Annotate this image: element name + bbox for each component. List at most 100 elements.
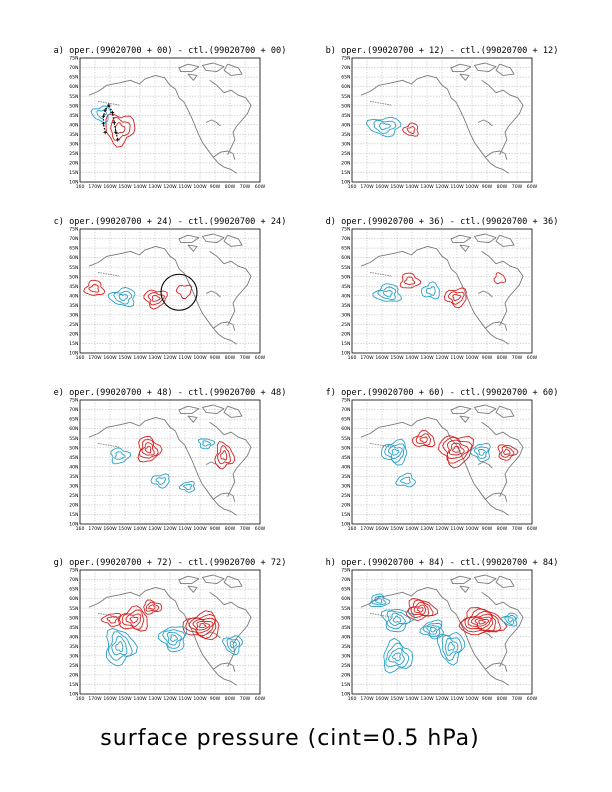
negative-contour — [150, 473, 170, 489]
lat-tick-label: 45N — [341, 625, 350, 631]
negative-contour — [378, 122, 391, 131]
coastline-gulf — [484, 662, 508, 672]
coastline-gulf — [484, 321, 508, 331]
lat-tick-label: 50N — [69, 274, 78, 280]
coastline-east — [209, 421, 252, 497]
negative-contour — [157, 626, 188, 653]
arctic-island — [459, 73, 470, 81]
lat-tick-label: 50N — [341, 274, 350, 280]
negative-contour — [372, 283, 402, 302]
lon-tick-label: 90W — [482, 696, 493, 702]
arctic-island — [459, 585, 470, 593]
negative-contour — [444, 637, 459, 656]
coastline-west — [360, 245, 509, 345]
lat-tick-label: 30N — [341, 483, 350, 489]
lat-tick-label: 70N — [341, 577, 350, 583]
lat-tick-label: 45N — [341, 284, 350, 290]
positive-contour — [401, 122, 419, 137]
lat-tick-label: 25N — [341, 322, 350, 328]
lat-tick-label: 50N — [341, 103, 350, 109]
positive-contour — [198, 623, 207, 629]
lon-tick-label: 140W — [133, 696, 147, 702]
lat-tick-label: 40N — [69, 122, 78, 128]
lat-tick-label: 40N — [69, 634, 78, 640]
coastline-east — [481, 591, 524, 667]
great-lakes — [477, 119, 493, 127]
negative-contour — [392, 615, 402, 623]
lat-tick-label: 75N — [341, 227, 350, 233]
lat-tick-label: 45N — [69, 455, 78, 461]
lat-tick-label: 70N — [69, 577, 78, 583]
lat-tick-label: 30N — [69, 141, 78, 147]
lon-tick-label: 120W — [163, 696, 177, 702]
positive-contour — [405, 598, 439, 621]
coastline-west — [88, 245, 237, 345]
lat-tick-label: 60N — [69, 426, 78, 432]
positive-contour — [214, 441, 236, 470]
lon-tick-label: 150W — [390, 696, 404, 702]
lon-tick-label: 110W — [450, 355, 464, 361]
coastline-gulf — [212, 662, 236, 672]
great-lakes — [205, 290, 221, 298]
positive-contour — [503, 448, 511, 455]
highlight-circle — [160, 273, 198, 311]
arctic-island — [450, 405, 472, 415]
lat-tick-label: 50N — [69, 615, 78, 621]
negative-contour — [400, 476, 411, 485]
lon-tick-label: 120W — [435, 355, 449, 361]
lon-tick-label: 160 — [76, 696, 85, 702]
lon-tick-label: 150W — [118, 355, 132, 361]
lat-tick-label: 35N — [341, 303, 350, 309]
panel-title: d) oper.(99020700 + 36) - ctl.(99020700 … — [326, 217, 559, 227]
lat-tick-label: 60N — [341, 596, 350, 602]
lon-tick-label: 160W — [375, 184, 389, 190]
positive-contour — [175, 284, 193, 299]
coastline-east — [481, 79, 524, 155]
positive-contour — [110, 117, 131, 141]
lat-tick-label: 60N — [69, 84, 78, 90]
aleutian-islands — [369, 100, 392, 106]
lat-tick-label: 65N — [341, 587, 350, 593]
negative-contour — [105, 627, 138, 667]
lat-tick-label: 60N — [69, 255, 78, 261]
lat-tick-label: 20N — [69, 673, 78, 679]
lat-tick-label: 40N — [69, 293, 78, 299]
lon-tick-label: 170W — [360, 526, 374, 532]
arctic-island — [223, 575, 243, 588]
negative-contour — [114, 451, 126, 460]
lat-tick-label: 50N — [69, 445, 78, 451]
lat-tick-label: 55N — [341, 265, 350, 271]
lon-tick-label: 100W — [193, 184, 207, 190]
aleutian-islands — [369, 442, 392, 448]
lat-tick-label: 70N — [69, 236, 78, 242]
arctic-island — [495, 575, 515, 588]
lat-tick-label: 70N — [341, 236, 350, 242]
lon-tick-label: 140W — [405, 526, 419, 532]
lat-tick-label: 15N — [69, 341, 78, 347]
negative-contour — [420, 281, 440, 300]
positive-contour — [188, 617, 216, 637]
lat-tick-label: 70N — [69, 65, 78, 71]
negative-contour — [436, 632, 466, 666]
lat-tick-label: 20N — [341, 503, 350, 509]
lat-tick-label: 10N — [69, 522, 78, 528]
positive-contour — [88, 283, 100, 293]
negative-contour — [504, 615, 517, 625]
lat-tick-label: 65N — [69, 75, 78, 81]
negative-contour — [118, 294, 129, 302]
arctic-island — [178, 234, 200, 244]
positive-contour — [117, 605, 148, 632]
panel-e: e) oper.(99020700 + 48) - ctl.(99020700 … — [54, 388, 287, 532]
negative-contour — [386, 610, 412, 630]
track-marker — [114, 130, 118, 135]
positive-contour — [419, 436, 428, 444]
coastline-gulf — [212, 150, 236, 160]
lat-tick-label: 15N — [69, 512, 78, 518]
lon-tick-label: 130W — [420, 184, 434, 190]
great-lakes — [477, 461, 493, 469]
negative-contour — [373, 120, 397, 134]
arctic-island — [178, 63, 200, 73]
lat-tick-label: 60N — [69, 596, 78, 602]
negative-contour — [374, 598, 383, 604]
